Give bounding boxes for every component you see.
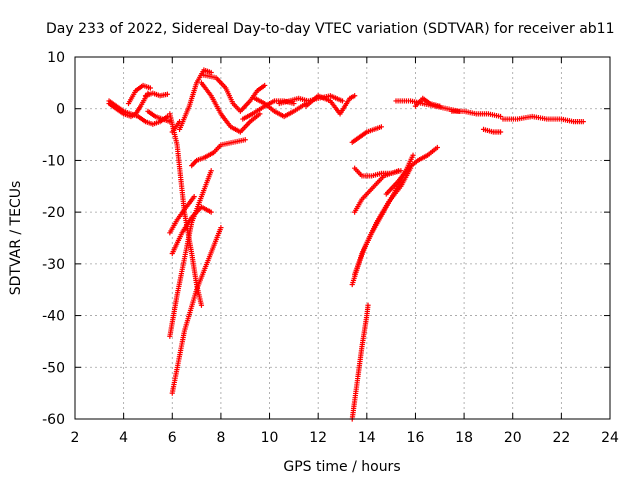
data-point <box>218 225 224 231</box>
series-arc-26 <box>349 302 371 422</box>
x-tick-label: 16 <box>407 430 425 446</box>
x-tick-label: 22 <box>552 430 570 446</box>
data-point <box>398 168 404 174</box>
series-arc-19 <box>303 93 358 117</box>
y-tick-label: -30 <box>42 257 65 273</box>
data-point <box>410 152 416 158</box>
series-arc-12 <box>189 137 248 169</box>
data-point <box>434 144 440 151</box>
series-arc-17 <box>252 95 309 120</box>
plot-frame <box>74 56 611 420</box>
x-axis-title: GPS time / hours <box>283 459 400 475</box>
data-marks <box>106 67 586 422</box>
data-point <box>257 111 263 117</box>
data-point <box>208 168 214 174</box>
data-point <box>191 194 197 200</box>
series-arc-25 <box>383 144 440 197</box>
y-tick-label: -50 <box>42 360 65 376</box>
series-arc-7 <box>167 111 205 308</box>
x-tick-label: 4 <box>119 430 128 446</box>
series-arc-8 <box>169 225 224 396</box>
axis-ticks: 2 4 6 8 10 12 14 16 18 20 22 24-60-50-40-30-20-1001… <box>42 50 619 446</box>
data-point <box>378 124 385 130</box>
x-tick-label: 6 <box>168 430 177 446</box>
data-point <box>147 85 153 91</box>
series-arc-22 <box>352 165 404 179</box>
x-tick-label: 10 <box>261 430 279 446</box>
x-tick-label: 20 <box>504 430 522 446</box>
series-arc-29 <box>449 108 504 120</box>
data-point <box>164 91 171 97</box>
series-arc-10 <box>167 194 197 236</box>
series-arc-30 <box>480 126 504 135</box>
series-arc-11 <box>169 204 214 257</box>
data-point <box>437 103 443 109</box>
series-arc-20 <box>349 124 385 145</box>
data-point <box>262 82 268 89</box>
y-axis-title: SDTVAR / TECUs <box>8 181 24 296</box>
data-point <box>365 302 371 308</box>
series-arc-2 <box>106 90 151 120</box>
data-point <box>352 93 358 99</box>
data-point <box>242 137 248 143</box>
y-tick-label: 0 <box>56 102 65 118</box>
x-tick-label: 14 <box>358 430 376 446</box>
series-arc-4 <box>142 90 171 99</box>
series-arc-31 <box>500 113 586 125</box>
series-arc-14 <box>201 72 268 114</box>
series-arc-9 <box>167 168 214 339</box>
chart-title: Day 233 of 2022, Sidereal Day-to-day VTE… <box>46 21 615 37</box>
data-point <box>497 113 504 120</box>
x-tick-label: 2 <box>71 430 80 446</box>
y-tick-label: 10 <box>47 50 65 66</box>
data-point <box>580 119 586 125</box>
y-tick-label: -40 <box>42 309 65 325</box>
x-tick-label: 18 <box>455 430 473 446</box>
x-tick-label: 12 <box>309 430 327 446</box>
data-point <box>208 69 214 76</box>
data-point <box>339 98 346 104</box>
x-tick-label: 24 <box>601 430 619 446</box>
series-arc-24 <box>352 165 414 277</box>
y-tick-label: -10 <box>42 153 65 169</box>
y-tick-label: -20 <box>42 205 65 221</box>
data-point <box>291 100 297 107</box>
data-point <box>208 209 214 215</box>
series-arc-28 <box>412 95 443 109</box>
data-point <box>497 129 504 135</box>
series-arc-15 <box>198 80 263 135</box>
x-tick-label: 8 <box>216 430 225 446</box>
data-point <box>198 302 205 308</box>
y-tick-label: -60 <box>42 412 65 428</box>
series-arc-3 <box>125 82 153 107</box>
